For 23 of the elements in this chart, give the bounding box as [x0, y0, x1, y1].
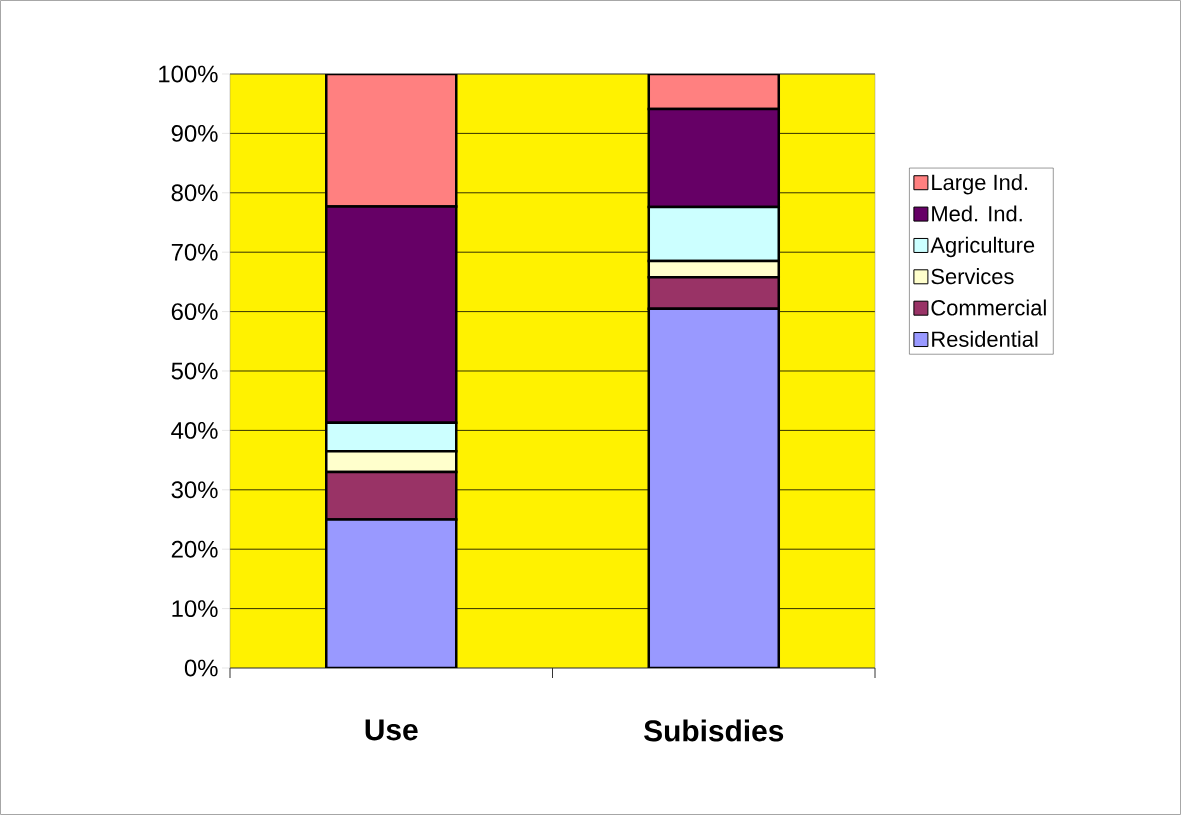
y-tick-label: 70%: [171, 243, 218, 261]
bar: [647, 307, 781, 668]
x-tick-label: Subisdies: [644, 719, 784, 742]
y-tick-label: 10%: [172, 600, 218, 618]
legend-label: Commercial: [931, 299, 1046, 316]
legend-label: Agriculture: [930, 236, 1035, 258]
bar: [325, 73, 458, 208]
y-tick-label: 20%: [171, 540, 218, 558]
y-tick-label: 90%: [171, 124, 218, 142]
legend-label: Med. Ind.: [932, 205, 1022, 222]
y-tick-label: 40%: [171, 421, 218, 439]
bar: [325, 518, 458, 668]
y-tick-label: 100%: [159, 65, 218, 83]
y-tick-label: 80%: [171, 184, 218, 202]
bar: [647, 73, 781, 111]
legend-label: Services: [931, 268, 1014, 285]
y-tick-label: 60%: [171, 303, 218, 321]
y-tick-label: 0%: [184, 659, 218, 677]
x-tick-label: Use: [365, 719, 418, 741]
legend-label: Large Ind.: [932, 174, 1028, 195]
y-tick-label: 50%: [171, 362, 218, 380]
legend-label: Residential: [932, 330, 1038, 347]
y-tick-label: 30%: [171, 481, 218, 499]
